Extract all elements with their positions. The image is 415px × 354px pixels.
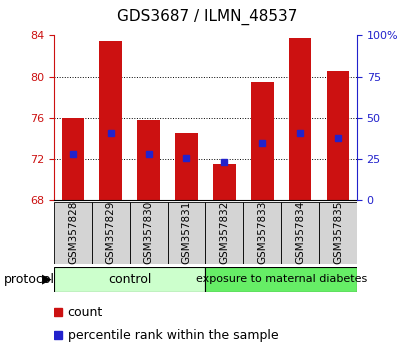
FancyBboxPatch shape [168,202,205,264]
Text: GSM357831: GSM357831 [181,201,191,264]
Text: control: control [108,273,151,286]
Text: ▶: ▶ [42,273,51,286]
FancyBboxPatch shape [281,202,319,264]
Bar [175,133,198,200]
FancyBboxPatch shape [319,202,357,264]
FancyBboxPatch shape [54,202,92,264]
Text: exposure to maternal diabetes: exposure to maternal diabetes [195,274,367,284]
Text: protocol: protocol [4,273,55,286]
Text: percentile rank within the sample: percentile rank within the sample [68,329,278,342]
Bar [137,120,160,200]
Bar [61,118,84,200]
Bar [327,72,349,200]
Text: GSM357829: GSM357829 [106,201,116,264]
Bar [289,39,312,200]
Text: count: count [68,306,103,319]
Bar [213,164,236,200]
Text: GDS3687 / ILMN_48537: GDS3687 / ILMN_48537 [117,9,298,25]
Bar [100,41,122,200]
Text: GSM357834: GSM357834 [295,201,305,264]
Text: GSM357832: GSM357832 [220,201,229,264]
Text: GSM357830: GSM357830 [144,201,154,264]
FancyBboxPatch shape [92,202,129,264]
FancyBboxPatch shape [54,267,205,292]
Text: GSM357828: GSM357828 [68,201,78,264]
Bar [251,82,273,200]
Text: GSM357835: GSM357835 [333,201,343,264]
FancyBboxPatch shape [129,202,168,264]
FancyBboxPatch shape [205,202,243,264]
FancyBboxPatch shape [243,202,281,264]
Text: GSM357833: GSM357833 [257,201,267,264]
FancyBboxPatch shape [205,267,357,292]
